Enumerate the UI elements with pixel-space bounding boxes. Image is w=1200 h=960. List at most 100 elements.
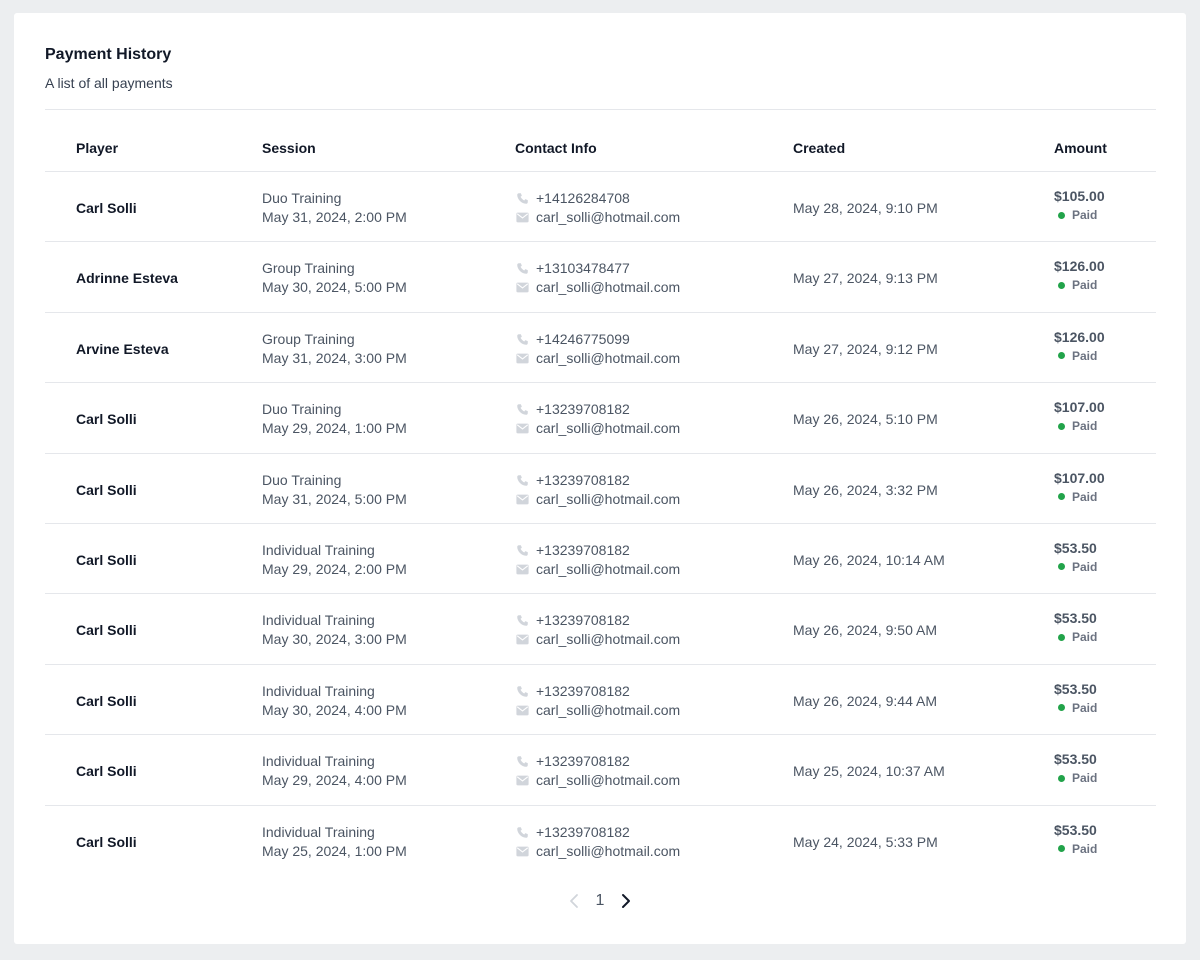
session-cell: Individual Training May 29, 2024, 4:00 P… — [262, 752, 407, 790]
status-badge: Paid — [1058, 771, 1097, 785]
mail-icon — [515, 351, 529, 365]
contact-cell: +13239708182 carl_solli@hotmail.com — [515, 471, 680, 509]
email-address[interactable]: carl_solli@hotmail.com — [536, 349, 681, 366]
card-header: Payment History A list of all payments — [45, 45, 173, 92]
phone-line: +13239708182 — [515, 752, 680, 771]
created-date: May 26, 2024, 3:32 PM — [793, 481, 938, 498]
table-row[interactable]: Adrinne Esteva Group Training May 30, 20… — [45, 242, 1156, 313]
created-date: May 28, 2024, 9:10 PM — [793, 200, 938, 216]
email-address[interactable]: carl_solli@hotmail.com — [536, 560, 681, 577]
email-address[interactable]: carl_solli@hotmail.com — [536, 490, 681, 507]
player-name: Carl Solli — [76, 411, 137, 428]
contact-cell: +13239708182 carl_solli@hotmail.com — [515, 752, 680, 790]
session-cell: Duo Training May 31, 2024, 2:00 PM — [262, 189, 407, 227]
column-header-amount[interactable]: Amount — [1054, 140, 1107, 156]
session-type: Individual Training — [262, 753, 375, 770]
table-row[interactable]: Carl Solli Individual Training May 29, 2… — [45, 735, 1156, 806]
phone-number[interactable]: +13239708182 — [536, 823, 630, 840]
status-label: Paid — [1072, 559, 1098, 574]
status-badge: Paid — [1058, 842, 1097, 856]
table-row[interactable]: Carl Solli Individual Training May 25, 2… — [45, 806, 1156, 876]
phone-number[interactable]: +14246775099 — [536, 330, 630, 347]
session-type: Individual Training — [262, 541, 375, 558]
status-label: Paid — [1072, 348, 1098, 363]
player-name: Carl Solli — [76, 551, 137, 568]
created-date: May 26, 2024, 5:10 PM — [793, 411, 938, 428]
mail-icon — [515, 562, 529, 576]
status-label: Paid — [1072, 630, 1098, 645]
email-address[interactable]: carl_solli@hotmail.com — [536, 209, 681, 225]
status-label: Paid — [1072, 771, 1098, 786]
table-row[interactable]: Carl Solli Individual Training May 30, 2… — [45, 594, 1156, 665]
phone-number[interactable]: +14126284708 — [536, 190, 630, 206]
session-type: Group Training — [262, 260, 355, 277]
chevron-right-icon[interactable] — [618, 891, 634, 911]
column-header-contact-info[interactable]: Contact Info — [515, 140, 597, 156]
table-row[interactable]: Carl Solli Duo Training May 29, 2024, 1:… — [45, 383, 1156, 454]
player-name: Carl Solli — [76, 763, 137, 780]
session-time: May 29, 2024, 4:00 PM — [262, 772, 407, 789]
email-address[interactable]: carl_solli@hotmail.com — [536, 772, 681, 789]
table-row[interactable]: Arvine Esteva Group Training May 31, 202… — [45, 313, 1156, 384]
player-name: Carl Solli — [76, 833, 137, 850]
chevron-left-icon[interactable] — [566, 891, 582, 911]
amount-cell: $107.00 Paid — [1054, 399, 1105, 433]
email-line: carl_solli@hotmail.com — [515, 842, 680, 861]
session-cell: Individual Training May 25, 2024, 1:00 P… — [262, 823, 407, 861]
table-row[interactable]: Carl Solli Duo Training May 31, 2024, 5:… — [45, 454, 1156, 524]
email-address[interactable]: carl_solli@hotmail.com — [536, 842, 681, 859]
amount-cell: $105.00 Paid — [1054, 188, 1105, 222]
pagination: 1 — [14, 891, 1186, 911]
status-badge: Paid — [1058, 208, 1105, 222]
session-type: Duo Training — [262, 190, 342, 206]
phone-number[interactable]: +13239708182 — [536, 612, 630, 629]
phone-number[interactable]: +13239708182 — [536, 471, 630, 488]
column-header-created[interactable]: Created — [793, 140, 846, 156]
session-type: Individual Training — [262, 823, 375, 840]
email-address[interactable]: carl_solli@hotmail.com — [536, 279, 681, 296]
page-subtitle: A list of all payments — [45, 75, 173, 91]
phone-number[interactable]: +13103478477 — [536, 260, 630, 277]
phone-number[interactable]: +13239708182 — [536, 753, 630, 770]
phone-icon — [515, 825, 529, 839]
phone-number[interactable]: +13239708182 — [536, 541, 630, 558]
email-line: carl_solli@hotmail.com — [515, 771, 680, 790]
table-header: Player Session Contact Info Created Amou… — [45, 110, 1156, 172]
amount-cell: $126.00 Paid — [1054, 258, 1105, 292]
created-date: May 25, 2024, 10:37 AM — [793, 763, 945, 780]
table-row[interactable]: Carl Solli Individual Training May 30, 2… — [45, 665, 1156, 736]
mail-icon — [515, 281, 529, 295]
phone-icon — [515, 473, 529, 487]
phone-number[interactable]: +13239708182 — [536, 401, 630, 418]
session-cell: Group Training May 31, 2024, 3:00 PM — [262, 330, 407, 368]
status-badge: Paid — [1058, 490, 1105, 504]
phone-icon — [515, 262, 529, 276]
phone-icon — [515, 332, 529, 346]
status-label: Paid — [1072, 700, 1098, 715]
table-row[interactable]: Carl Solli Duo Training May 31, 2024, 2:… — [45, 172, 1156, 243]
amount-cell: $107.00 Paid — [1054, 470, 1105, 504]
session-cell: Individual Training May 29, 2024, 2:00 P… — [262, 541, 407, 579]
session-cell: Individual Training May 30, 2024, 3:00 P… — [262, 611, 407, 649]
email-address[interactable]: carl_solli@hotmail.com — [536, 631, 681, 648]
phone-number[interactable]: +13239708182 — [536, 682, 630, 699]
player-name: Carl Solli — [76, 622, 137, 639]
column-header-player[interactable]: Player — [76, 140, 119, 156]
email-line: carl_solli@hotmail.com — [515, 419, 680, 438]
contact-cell: +13239708182 carl_solli@hotmail.com — [515, 682, 680, 720]
created-date: May 24, 2024, 5:33 PM — [793, 833, 938, 850]
page-number[interactable]: 1 — [595, 892, 605, 909]
amount-value: $53.50 — [1054, 680, 1097, 697]
email-address[interactable]: carl_solli@hotmail.com — [536, 420, 681, 437]
table-row[interactable]: Carl Solli Individual Training May 29, 2… — [45, 524, 1156, 595]
email-address[interactable]: carl_solli@hotmail.com — [536, 701, 681, 718]
email-line: carl_solli@hotmail.com — [515, 208, 680, 227]
phone-icon — [515, 192, 529, 206]
session-time: May 31, 2024, 2:00 PM — [262, 209, 407, 225]
session-time: May 25, 2024, 1:00 PM — [262, 842, 407, 859]
column-header-session[interactable]: Session — [262, 140, 316, 156]
email-line: carl_solli@hotmail.com — [515, 560, 680, 579]
status-badge: Paid — [1058, 349, 1105, 363]
email-line: carl_solli@hotmail.com — [515, 490, 680, 509]
phone-line: +13239708182 — [515, 541, 680, 560]
